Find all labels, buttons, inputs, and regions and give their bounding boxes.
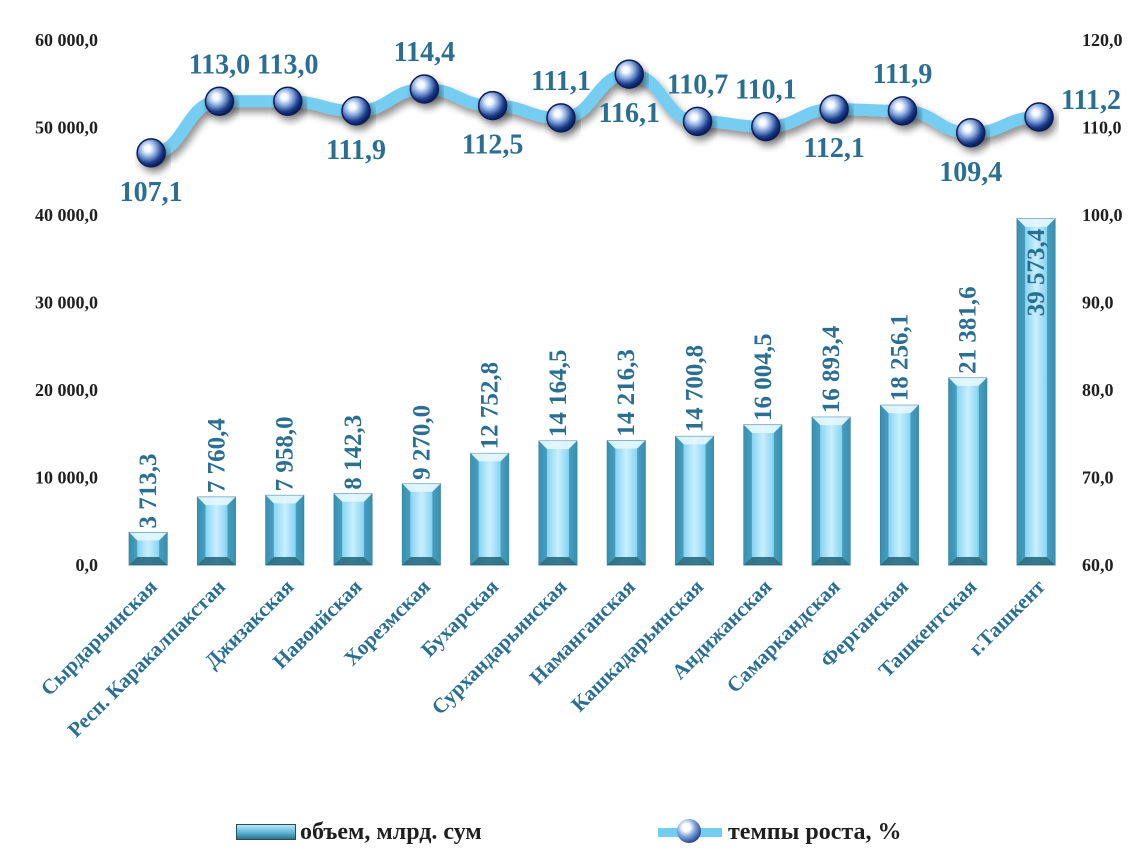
bar-value-label: 18 256,1 bbox=[886, 314, 913, 402]
line-marker bbox=[819, 94, 849, 124]
bar bbox=[811, 416, 851, 566]
bar bbox=[675, 435, 715, 566]
left-axis: 0,0 10 000,0 20 000,0 30 000,0 40 000,0 50 00… bbox=[35, 30, 98, 575]
left-axis-tick-label: 20 000,0 bbox=[35, 380, 98, 400]
legend-swatch-line bbox=[658, 819, 722, 843]
line-value-label: 107,1 bbox=[120, 177, 183, 208]
bar bbox=[1016, 218, 1056, 566]
legend-label-volume: объем, млрд. сум bbox=[300, 818, 482, 845]
bar bbox=[948, 377, 988, 566]
right-axis-tick-label: 60,0 bbox=[1082, 555, 1114, 575]
category-label: Кашкадарьинская bbox=[566, 575, 708, 717]
line-marker bbox=[956, 118, 986, 148]
line-value-labels: 107,1 113,0 113,0 111,9 114,4 112,5 111,1 116,1… bbox=[120, 37, 1121, 208]
line-value-label: 111,9 bbox=[872, 59, 932, 90]
line-marker bbox=[341, 96, 371, 126]
legend-label-growth: темпы роста, % bbox=[728, 818, 902, 845]
line-value-label: 111,1 bbox=[531, 66, 591, 97]
line-value-label: 111,9 bbox=[326, 135, 386, 166]
line-marker bbox=[682, 106, 713, 137]
left-axis-tick-label: 30 000,0 bbox=[35, 293, 98, 313]
line-marker bbox=[273, 86, 303, 116]
bar-value-labels: 3 713,3 7 760,4 7 958,0 8 142,3 9 270,0 12 75… bbox=[135, 228, 1050, 528]
right-axis-tick-label: 80,0 bbox=[1082, 380, 1114, 400]
bar bbox=[470, 452, 510, 566]
line-marker bbox=[887, 96, 918, 126]
bar-value-label: 3 713,3 bbox=[135, 454, 162, 529]
right-axis-tick-label: 100,0 bbox=[1082, 205, 1123, 225]
line-marker bbox=[477, 90, 508, 121]
right-axis-tick-label: 110,0 bbox=[1082, 118, 1122, 138]
bar bbox=[538, 440, 578, 566]
left-axis-tick-label: 40 000,0 bbox=[35, 205, 98, 225]
bar-value-label: 39 573,4 bbox=[1023, 228, 1050, 316]
bar-value-label: 7 760,4 bbox=[203, 418, 230, 494]
line-marker bbox=[409, 74, 440, 104]
line-value-label: 112,5 bbox=[462, 130, 523, 161]
legend-swatch-bar bbox=[236, 824, 296, 840]
line-value-label: 110,1 bbox=[735, 75, 796, 106]
bar-value-label: 16 893,4 bbox=[818, 325, 845, 413]
line-series bbox=[136, 59, 1054, 168]
left-axis-tick-label: 10 000,0 bbox=[35, 468, 98, 488]
bar-series bbox=[128, 218, 1056, 566]
right-axis-tick-label: 70,0 bbox=[1082, 468, 1114, 488]
line-value-label: 109,4 bbox=[939, 157, 1002, 188]
right-axis: 60,0 70,0 80,0 90,0 100,0 110,0 120,0 bbox=[1082, 30, 1123, 575]
bar bbox=[196, 496, 236, 566]
bar-value-label: 21 381,6 bbox=[955, 286, 982, 374]
bar bbox=[879, 404, 919, 566]
line-value-label: 113,0 bbox=[189, 49, 250, 80]
bar bbox=[401, 483, 441, 566]
bar bbox=[333, 493, 373, 566]
bar-value-label: 14 164,5 bbox=[545, 350, 572, 438]
bar-value-label: 9 270,0 bbox=[408, 405, 435, 480]
bar bbox=[743, 424, 783, 566]
line-value-label: 111,2 bbox=[1061, 85, 1121, 116]
line-value-label: 114,4 bbox=[394, 37, 455, 68]
line-marker bbox=[204, 86, 235, 116]
bar-value-label: 12 752,8 bbox=[477, 362, 504, 450]
bar bbox=[606, 440, 646, 566]
line-value-label: 113,0 bbox=[257, 49, 318, 80]
line-marker bbox=[1024, 102, 1054, 132]
line-value-label: 116,1 bbox=[599, 98, 660, 129]
line-marker bbox=[614, 59, 644, 89]
line-marker bbox=[751, 111, 781, 142]
left-axis-tick-label: 60 000,0 bbox=[35, 30, 98, 50]
bar-value-label: 7 958,0 bbox=[272, 416, 299, 491]
category-label: Сырдарьинская bbox=[36, 575, 162, 701]
bar-value-label: 14 216,3 bbox=[613, 349, 640, 437]
right-axis-tick-label: 120,0 bbox=[1082, 30, 1123, 50]
line-marker bbox=[546, 103, 576, 133]
bar-value-label: 8 142,3 bbox=[340, 415, 367, 490]
bar-value-label: 16 004,5 bbox=[750, 333, 777, 421]
line-value-label: 112,1 bbox=[803, 133, 864, 164]
legend-item-volume: объем, млрд. сум bbox=[236, 812, 482, 852]
left-axis-tick-label: 50 000,0 bbox=[35, 118, 98, 138]
right-axis-tick-label: 90,0 bbox=[1082, 293, 1114, 313]
line-marker bbox=[136, 138, 166, 168]
bar bbox=[128, 532, 168, 566]
line-value-label: 110,7 bbox=[667, 69, 728, 100]
left-axis-tick-label: 0,0 bbox=[76, 555, 99, 575]
bar bbox=[265, 494, 305, 566]
legend-item-growth: темпы роста, % bbox=[658, 812, 901, 852]
bar-value-label: 14 700,8 bbox=[682, 345, 709, 433]
